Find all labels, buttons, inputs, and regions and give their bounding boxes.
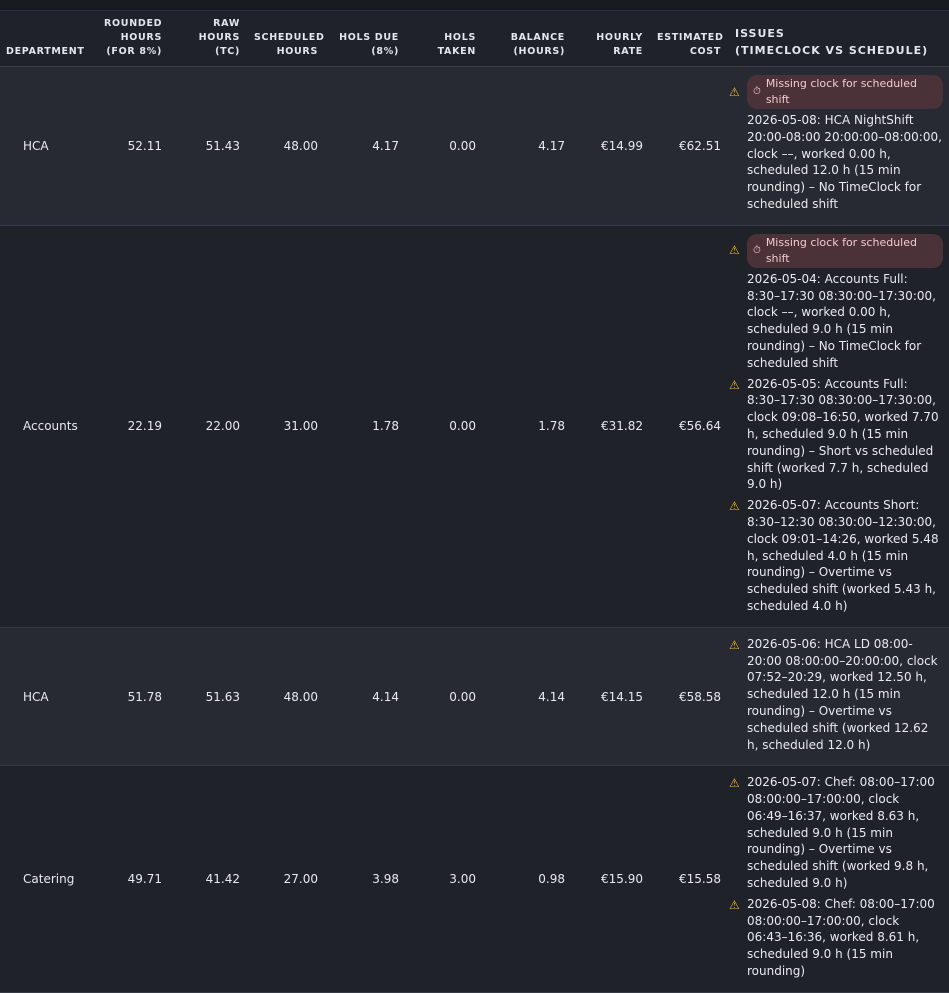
warning-triangle-icon: ⚠: [729, 243, 740, 258]
raw-hours-cell: 51.63: [170, 627, 248, 767]
hols-due-cell: 4.14: [326, 627, 407, 767]
hols-taken-cell: 0.00: [407, 66, 484, 226]
missing-clock-badge: ⏱ Missing clock for scheduled shift: [747, 233, 943, 268]
issue-item: ⚠ 2026-05-06: HCA LD 08:00-20:00 08:00:00…: [729, 636, 943, 754]
clock-off-icon: ⏱: [753, 244, 761, 256]
warning-triangle-icon: ⚠: [729, 499, 740, 514]
raw-hours-cell: 41.42: [170, 765, 248, 993]
missing-clock-badge: ⏱ Missing clock for scheduled shift: [747, 75, 943, 109]
col-estimated-cost[interactable]: ESTIMATED COST: [651, 11, 729, 67]
table-row[interactable]: Accounts 22.19 22.00 31.00 1.78 0.00 1.78 €31.8…: [0, 225, 949, 628]
department-cell: Catering: [0, 765, 98, 993]
issues-cell: ⚠ 2026-05-07: Chef: 08:00–17:00 08:00:00–…: [729, 765, 949, 993]
hourly-rate-cell: €14.15: [573, 627, 651, 767]
issue-text: 2026-05-07: Chef: 08:00–17:00 08:00:00–1…: [747, 775, 935, 891]
issue-text: 2026-05-07: Accounts Short: 8:30–12:30 0…: [747, 498, 939, 613]
balance-cell: 1.78: [484, 225, 573, 628]
clock-off-icon: ⏱: [753, 86, 761, 97]
issue-item: 2026-05-04: Accounts Full: 8:30–17:30 08…: [729, 271, 943, 372]
warning-triangle-icon: ⚠: [729, 637, 740, 652]
warning-triangle-icon: ⚠: [729, 776, 740, 791]
scheduled-hours-cell: 31.00: [248, 225, 326, 628]
col-hourly-rate[interactable]: HOURLY RATE: [573, 11, 651, 67]
issues-cell: ⚠ ⏱ Missing clock for scheduled shift 2026-…: [729, 66, 949, 226]
estimated-cost-cell: €56.64: [651, 225, 729, 628]
department-cell: Accounts: [0, 225, 98, 628]
hols-taken-cell: 0.00: [407, 225, 484, 628]
hols-due-cell: 4.17: [326, 66, 407, 226]
hourly-rate-cell: €15.90: [573, 765, 651, 993]
scheduled-hours-cell: 27.00: [248, 765, 326, 993]
hols-due-cell: 1.78: [326, 225, 407, 628]
badge-label: Missing clock for scheduled shift: [765, 77, 917, 106]
issue-item: ⚠ 2026-05-07: Chef: 08:00–17:00 08:00:00–…: [729, 774, 943, 892]
issue-badge-row: ⚠ ⏱ Missing clock for scheduled shift: [729, 75, 943, 109]
issue-item: ⚠ 2026-05-05: Accounts Full: 8:30–17:30 0…: [729, 376, 943, 494]
raw-hours-cell: 51.43: [170, 66, 248, 226]
raw-hours-cell: 22.00: [170, 225, 248, 628]
department-cell: HCA: [0, 66, 98, 226]
table-row[interactable]: HCA 52.11 51.43 48.00 4.17 0.00 4.17 €14.99 €62.…: [0, 66, 949, 226]
col-hols-taken[interactable]: HOLS TAKEN: [407, 11, 484, 67]
hols-taken-cell: 0.00: [407, 627, 484, 767]
estimated-cost-cell: €15.58: [651, 765, 729, 993]
hols-due-cell: 3.98: [326, 765, 407, 993]
col-issues[interactable]: ISSUES (TIMECLOCK VS SCHEDULE): [729, 11, 949, 67]
col-balance[interactable]: BALANCE (HOURS): [484, 11, 573, 67]
issues-cell: ⚠ ⏱ Missing clock for scheduled shift 2026-…: [729, 225, 949, 628]
col-department[interactable]: DEPARTMENT: [0, 11, 98, 67]
table-row[interactable]: Catering 49.71 41.42 27.00 3.98 3.00 0.98 €15.9…: [0, 765, 949, 993]
estimated-cost-cell: €62.51: [651, 66, 729, 226]
col-raw-hours[interactable]: RAW HOURS (TC): [170, 11, 248, 67]
rounded-hours-cell: 52.11: [98, 66, 170, 226]
issue-text: 2026-05-06: HCA LD 08:00-20:00 08:00:00–…: [747, 636, 938, 752]
hourly-rate-cell: €31.82: [573, 225, 651, 628]
issue-item: 2026-05-08: HCA NightShift 20:00-08:00 2…: [729, 112, 943, 213]
issue-text: 2026-05-08: Chef: 08:00–17:00 08:00:00–1…: [747, 896, 935, 979]
balance-cell: 4.17: [484, 66, 573, 226]
issue-text: 2026-05-04: Accounts Full: 8:30–17:30 08…: [747, 271, 936, 370]
top-bar: [0, 0, 949, 11]
col-scheduled-hours[interactable]: SCHEDULED HOURS: [248, 11, 326, 67]
issue-item: ⚠ 2026-05-07: Accounts Short: 8:30–12:30 …: [729, 497, 943, 615]
hourly-rate-cell: €14.99: [573, 66, 651, 226]
estimated-cost-cell: €58.58: [651, 627, 729, 767]
warning-triangle-icon: ⚠: [729, 897, 740, 912]
issues-cell: ⚠ 2026-05-06: HCA LD 08:00-20:00 08:00:00…: [729, 627, 949, 767]
scheduled-hours-cell: 48.00: [248, 66, 326, 226]
hols-taken-cell: 3.00: [407, 765, 484, 993]
rounded-hours-cell: 51.78: [98, 627, 170, 767]
rounded-hours-cell: 49.71: [98, 765, 170, 993]
issue-item: ⚠ 2026-05-08: Chef: 08:00–17:00 08:00:00–…: [729, 896, 943, 980]
col-rounded-hours[interactable]: ROUNDED HOURS (FOR 8%): [98, 11, 170, 67]
rounded-hours-cell: 22.19: [98, 225, 170, 628]
issue-text: 2026-05-08: HCA NightShift 20:00-08:00 2…: [747, 113, 942, 211]
balance-cell: 4.14: [484, 627, 573, 767]
table-row[interactable]: HCA 51.78 51.63 48.00 4.14 0.00 4.14 €14.15 €58.…: [0, 627, 949, 767]
warning-triangle-icon: ⚠: [729, 84, 740, 99]
issue-badge-row: ⚠ ⏱ Missing clock for scheduled shift: [729, 233, 943, 268]
department-cell: HCA: [0, 627, 98, 767]
col-hols-due[interactable]: HOLS DUE (8%): [326, 11, 407, 67]
issue-text: 2026-05-05: Accounts Full: 8:30–17:30 08…: [747, 376, 939, 492]
scheduled-hours-cell: 48.00: [248, 627, 326, 767]
table-header-row: DEPARTMENT ROUNDED HOURS (FOR 8%) RAW HOURS…: [0, 11, 949, 67]
balance-cell: 0.98: [484, 765, 573, 993]
badge-label: Missing clock for scheduled shift: [765, 235, 917, 265]
warning-triangle-icon: ⚠: [729, 377, 740, 392]
holiday-accrual-table: DEPARTMENT ROUNDED HOURS (FOR 8%) RAW HOURS…: [0, 11, 949, 993]
